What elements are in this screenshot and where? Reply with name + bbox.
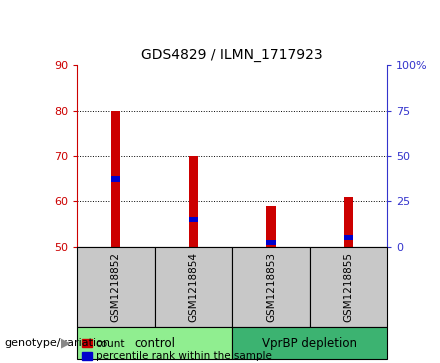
Text: ▶: ▶ <box>61 337 71 350</box>
Bar <box>77 247 154 327</box>
Text: VprBP depletion: VprBP depletion <box>262 337 357 350</box>
Bar <box>154 247 232 327</box>
Legend: count, percentile rank within the sample: count, percentile rank within the sample <box>82 339 271 362</box>
Text: GSM1218853: GSM1218853 <box>266 252 276 322</box>
Bar <box>77 327 232 359</box>
Text: genotype/variation: genotype/variation <box>4 338 110 348</box>
Bar <box>189 156 198 247</box>
Title: GDS4829 / ILMN_1717923: GDS4829 / ILMN_1717923 <box>141 48 323 62</box>
Bar <box>111 176 121 182</box>
Bar <box>189 217 198 222</box>
Bar <box>266 206 275 247</box>
Text: GSM1218855: GSM1218855 <box>344 252 353 322</box>
Bar <box>310 247 387 327</box>
Bar <box>232 327 387 359</box>
Bar <box>232 247 310 327</box>
Bar <box>111 111 121 247</box>
Text: GSM1218852: GSM1218852 <box>111 252 121 322</box>
Bar <box>266 240 275 245</box>
Bar <box>344 235 353 241</box>
Bar <box>344 197 353 247</box>
Text: GSM1218854: GSM1218854 <box>188 252 198 322</box>
Text: control: control <box>134 337 175 350</box>
